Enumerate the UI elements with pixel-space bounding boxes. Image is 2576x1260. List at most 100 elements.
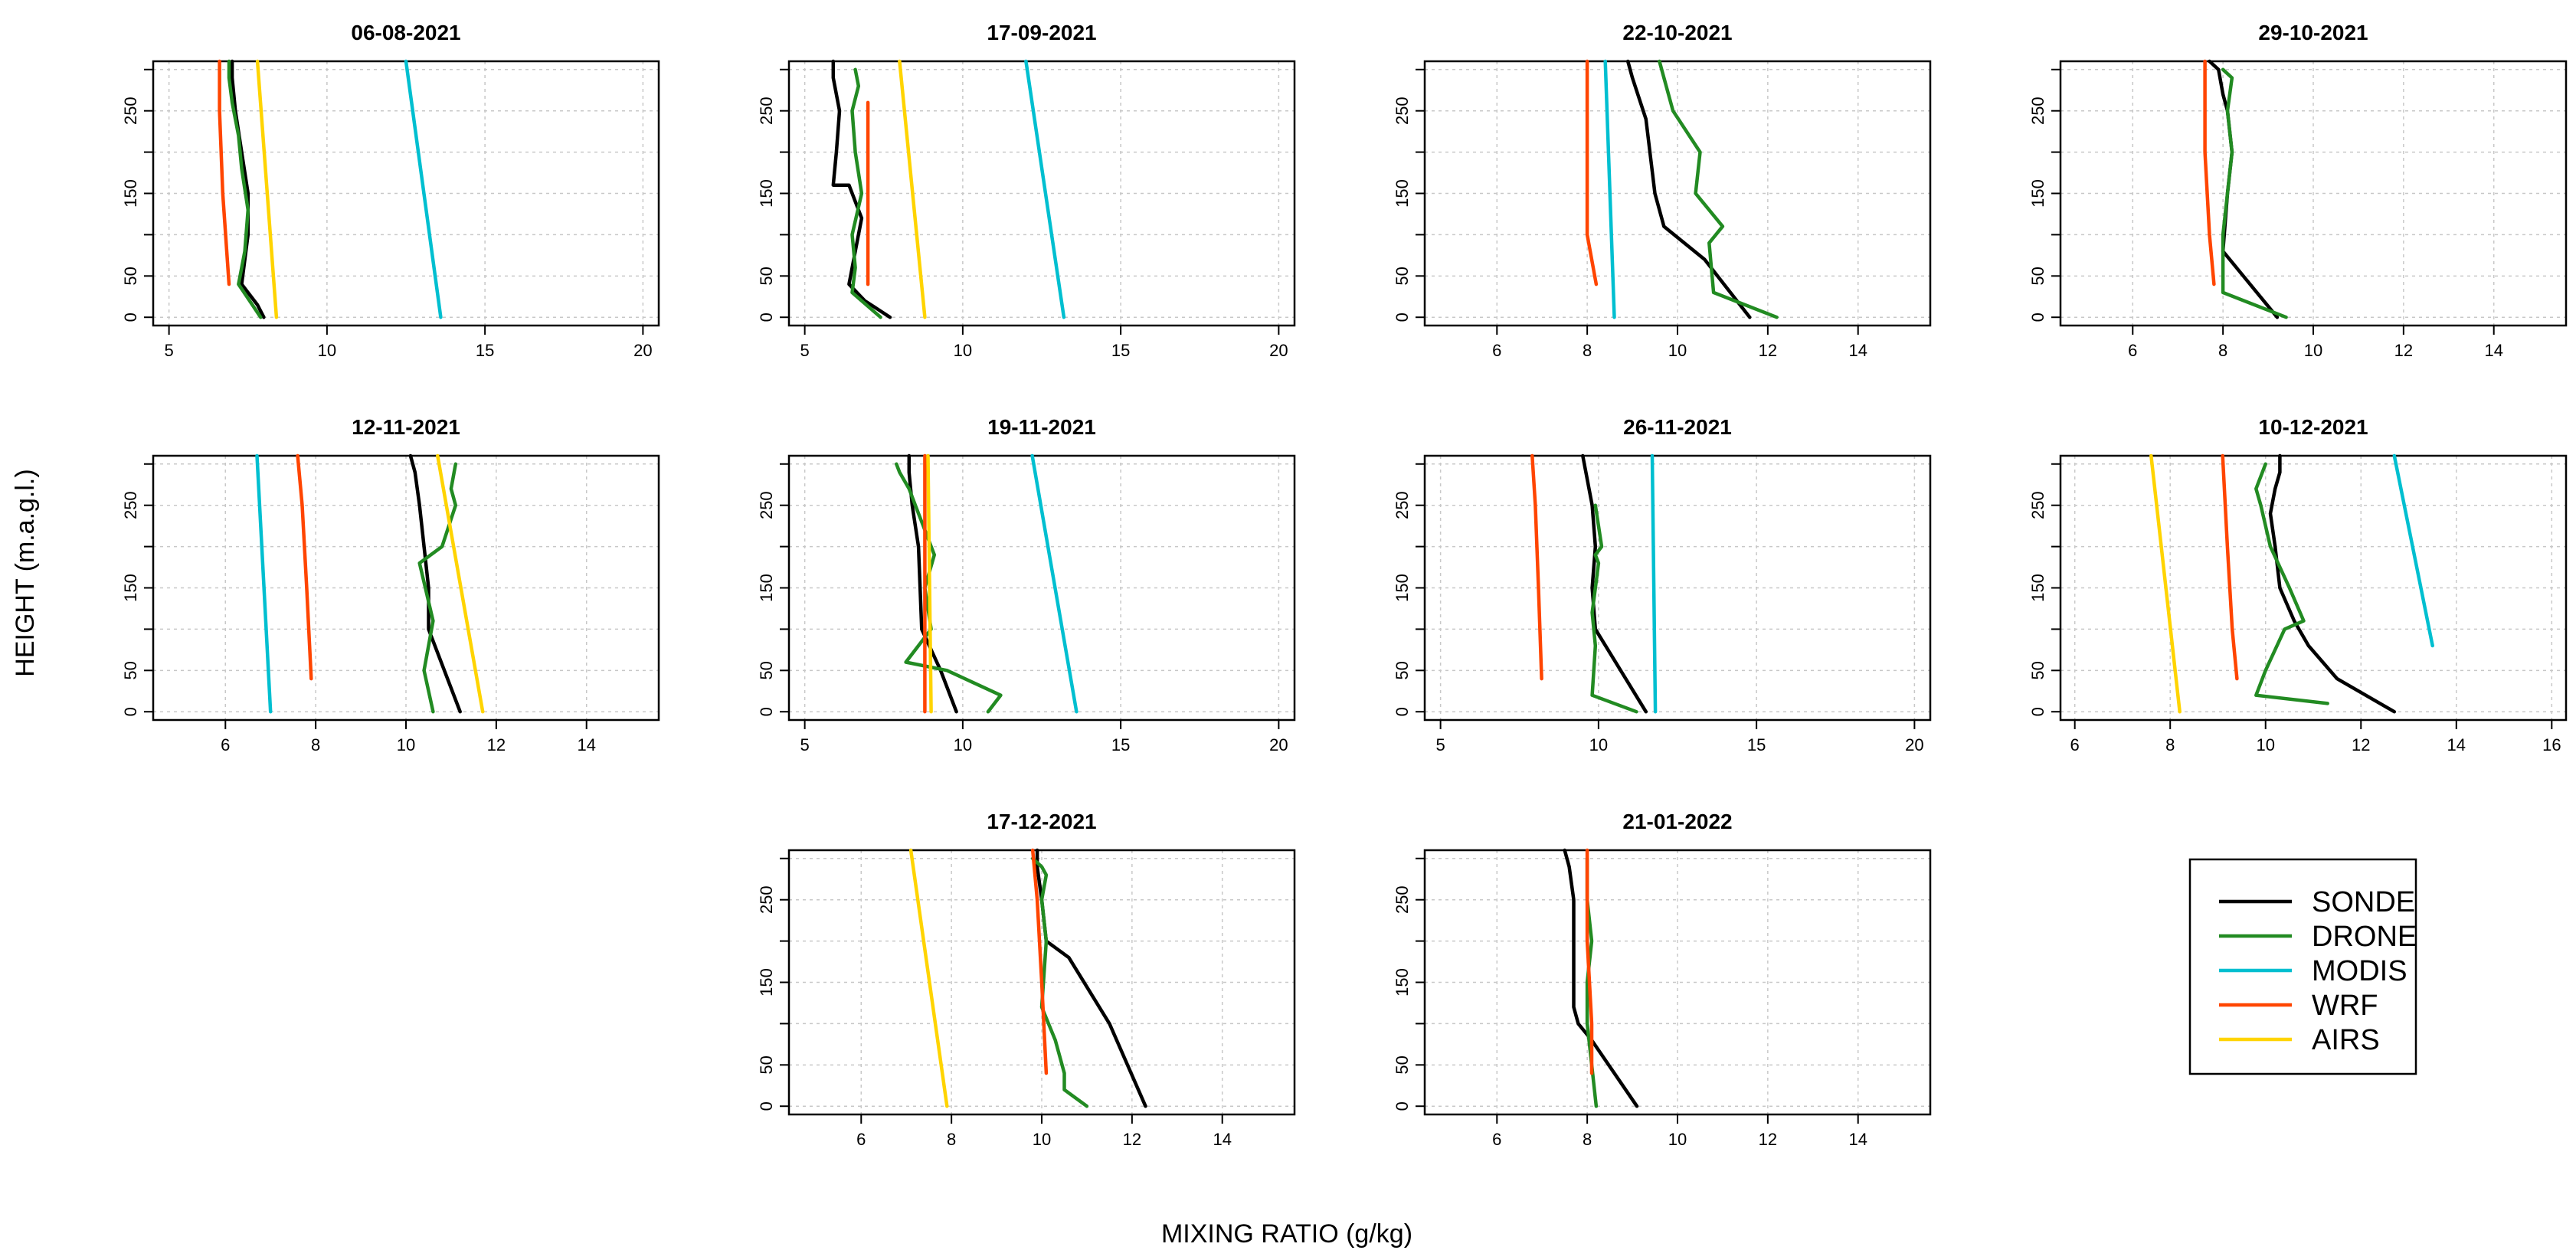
y-tick-label: 0	[1393, 707, 1412, 716]
y-tick-label: 50	[757, 267, 776, 285]
series-line-drone	[850, 67, 882, 319]
y-tick-label: 250	[121, 97, 140, 125]
y-tick-label: 0	[757, 1101, 776, 1111]
series-line-modis	[255, 453, 273, 714]
x-tick-label: 20	[1905, 735, 1923, 754]
y-tick-label: 150	[121, 179, 140, 208]
x-tick-label: 20	[1269, 341, 1288, 360]
y-tick-label: 150	[1393, 574, 1412, 602]
y-tick-label: 250	[757, 491, 776, 519]
y-tick-label: 50	[1393, 267, 1412, 285]
x-axis-label: MIXING RATIO (g/kg)	[1161, 1219, 1412, 1249]
y-tick-label: 250	[2028, 97, 2047, 125]
y-tick-label: 250	[121, 491, 140, 519]
y-tick-label: 50	[2028, 661, 2047, 679]
x-tick-label: 10	[1668, 1130, 1687, 1149]
x-tick-label: 8	[1583, 341, 1592, 360]
panel-29-10-2021: 6 8 10 12 14 0 50 150 250 29-10-2021	[2028, 21, 2568, 360]
x-tick-label: 12	[487, 735, 506, 754]
x-tick-label: 14	[1213, 1130, 1231, 1149]
panel-06-08-2021: 5 10 15 20 0 50 150 250 06-08-2021	[121, 21, 660, 360]
x-tick-label: 12	[2394, 341, 2413, 360]
series-line-modis	[1024, 59, 1066, 319]
x-tick-label: 15	[1111, 341, 1130, 360]
y-tick-label: 50	[121, 267, 140, 285]
x-tick-label: 12	[2352, 735, 2370, 754]
x-tick-label: 6	[2128, 341, 2137, 360]
x-tick-label: 10	[2304, 341, 2322, 360]
y-tick-label: 250	[2028, 491, 2047, 519]
panel-title: 19-11-2021	[987, 415, 1096, 439]
y-tick-label: 250	[757, 885, 776, 914]
y-tick-label: 0	[757, 707, 776, 716]
legend-label-modis: MODIS	[2312, 955, 2407, 987]
y-tick-label: 150	[757, 574, 776, 602]
x-tick-label: 16	[2542, 735, 2561, 754]
y-tick-label: 50	[1393, 661, 1412, 679]
y-tick-label: 50	[1393, 1055, 1412, 1074]
x-tick-label: 6	[2070, 735, 2080, 754]
x-tick-label: 8	[2165, 735, 2175, 754]
series-line-modis	[1030, 453, 1079, 714]
series-line-modis	[2392, 453, 2434, 648]
panel-10-12-2021: 6 8 10 12 14 16 0 50 150 250 10-12-2021	[2028, 415, 2568, 754]
panel-title: 17-12-2021	[987, 810, 1096, 833]
panel-title: 17-09-2021	[987, 21, 1096, 44]
x-tick-label: 5	[165, 341, 174, 360]
series-line-wrf	[1530, 453, 1543, 681]
x-tick-label: 10	[1589, 735, 1608, 754]
y-tick-label: 250	[1393, 491, 1412, 519]
panel-17-12-2021: 6 8 10 12 14 0 50 150 250 17-12-2021	[757, 810, 1296, 1149]
panel-title: 26-11-2021	[1623, 415, 1732, 439]
panel-title: 29-10-2021	[2258, 21, 2368, 44]
series-line-sonde	[230, 59, 266, 319]
x-tick-label: 15	[1111, 735, 1130, 754]
x-tick-label: 10	[397, 735, 415, 754]
x-tick-label: 15	[476, 341, 494, 360]
series-line-airs	[908, 848, 949, 1108]
legend-label-drone: DRONE	[2312, 921, 2417, 953]
x-tick-label: 8	[311, 735, 320, 754]
series-line-sonde	[2268, 453, 2397, 714]
x-tick-label: 12	[1123, 1130, 1141, 1149]
series-line-sonde	[2208, 59, 2280, 319]
x-tick-label: 10	[1033, 1130, 1051, 1149]
y-tick-label: 250	[1393, 885, 1412, 914]
y-tick-label: 150	[757, 179, 776, 208]
x-tick-label: 20	[1269, 735, 1288, 754]
x-tick-label: 12	[1759, 1130, 1777, 1149]
x-tick-label: 12	[1759, 341, 1777, 360]
y-tick-label: 0	[121, 313, 140, 322]
y-tick-label: 250	[1393, 97, 1412, 125]
x-tick-label: 10	[954, 341, 972, 360]
x-tick-label: 14	[2484, 341, 2502, 360]
x-tick-label: 5	[800, 341, 810, 360]
panel-12-11-2021: 6 8 10 12 14 0 50 150 250 12-11-2021	[121, 415, 660, 754]
y-tick-label: 150	[121, 574, 140, 602]
x-tick-label: 8	[2218, 341, 2227, 360]
panel-26-11-2021: 5 10 15 20 0 50 150 250 26-11-2021	[1393, 415, 1932, 754]
series-line-airs	[2149, 453, 2182, 714]
series-line-airs	[926, 453, 933, 714]
x-tick-label: 14	[1848, 341, 1867, 360]
x-tick-label: 10	[954, 735, 972, 754]
legend-label-wrf: WRF	[2312, 990, 2378, 1022]
y-tick-label: 50	[121, 661, 140, 679]
y-tick-label: 150	[1393, 968, 1412, 997]
y-tick-label: 250	[757, 97, 776, 125]
y-tick-label: 0	[2028, 707, 2047, 716]
y-tick-label: 150	[2028, 179, 2047, 208]
x-tick-label: 10	[1668, 341, 1687, 360]
series-line-drone	[1030, 856, 1089, 1108]
panel-title: 10-12-2021	[2258, 415, 2368, 439]
series-line-sonde	[1035, 848, 1147, 1108]
y-tick-label: 0	[121, 707, 140, 716]
series-line-airs	[255, 59, 279, 319]
series-line-sonde	[831, 59, 892, 319]
series-line-wrf	[296, 453, 313, 681]
x-tick-label: 14	[2447, 735, 2466, 754]
y-tick-label: 0	[1393, 1101, 1412, 1111]
